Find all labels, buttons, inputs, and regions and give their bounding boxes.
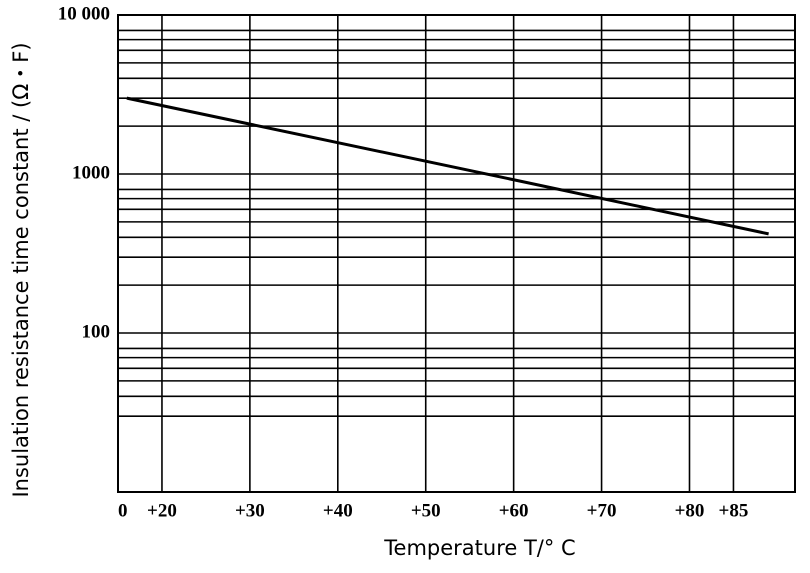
y-tick-label: 10 000: [58, 3, 110, 24]
x-tick-label: +30: [235, 500, 265, 521]
y-axis-label: Insulation resistance time constant / (Ω…: [9, 42, 33, 497]
x-tick-label: +85: [719, 500, 749, 521]
x-tick-label: 0: [118, 500, 128, 521]
x-tick-label: +60: [499, 500, 529, 521]
x-tick-label: +70: [587, 500, 617, 521]
x-tick-label: +80: [675, 500, 705, 521]
y-tick-label: 100: [82, 321, 111, 342]
x-tick-label: +40: [323, 500, 353, 521]
plot-frame: [117, 14, 796, 493]
x-tick-label: +20: [147, 500, 177, 521]
x-axis-label: Temperature T/° C: [383, 536, 575, 560]
data-line: [126, 96, 769, 236]
y-tick-label: 1000: [72, 162, 110, 183]
x-tick-label: +50: [411, 500, 441, 521]
